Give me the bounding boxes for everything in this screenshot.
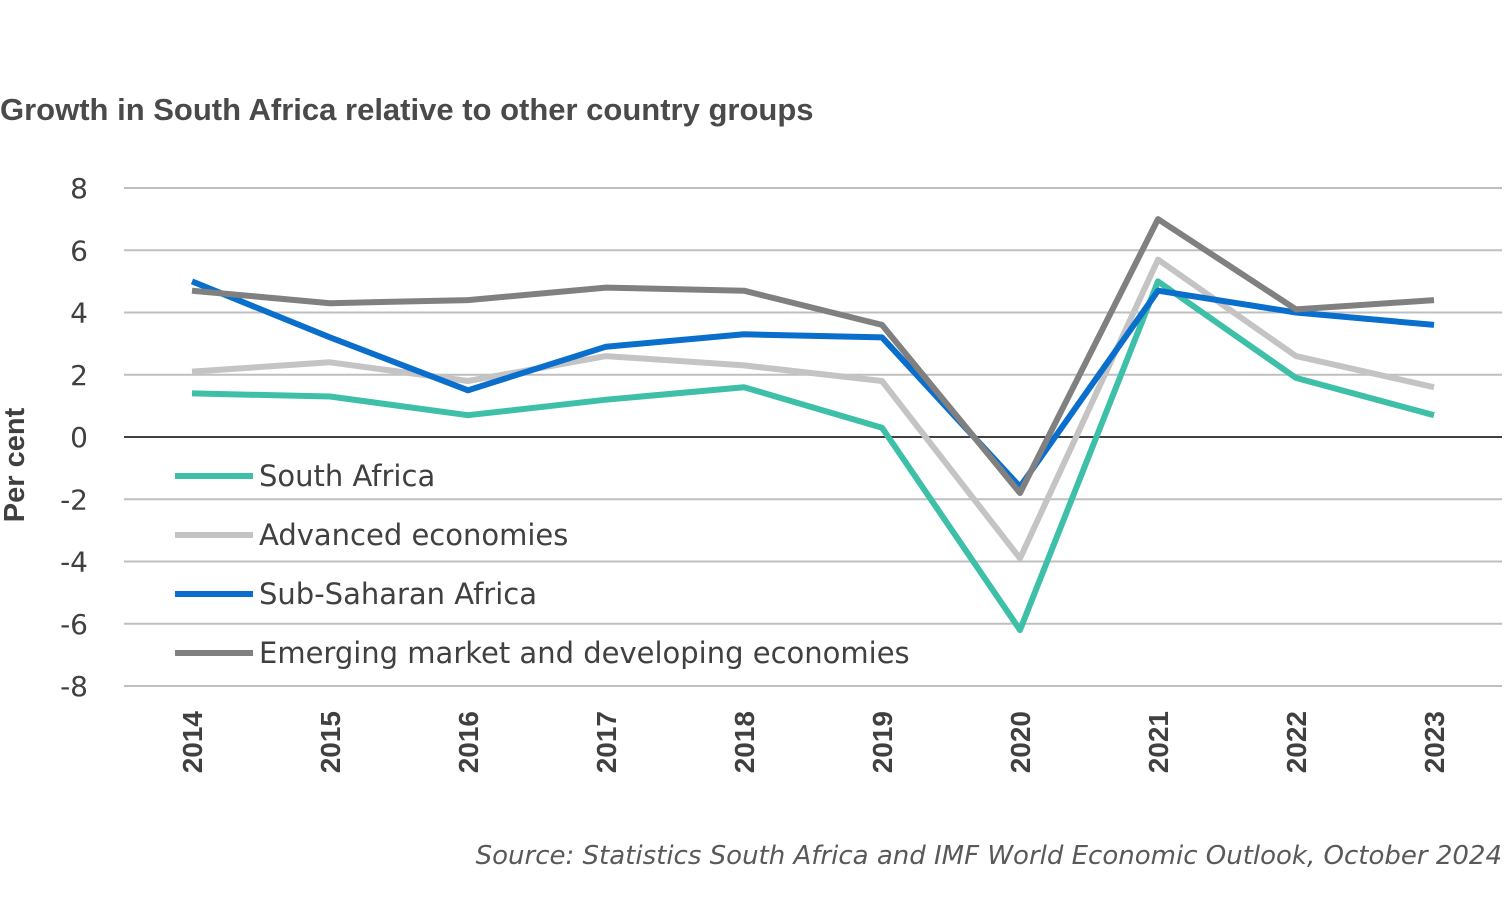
y-tick-label: 4 <box>70 297 88 330</box>
x-tick-label: 2014 <box>177 711 208 774</box>
legend-label: South Africa <box>259 459 435 493</box>
series-line-advanced-economies <box>191 256 1435 562</box>
series-line-emerging-market-and-developing-economies <box>191 216 1435 496</box>
y-tick-label: 8 <box>70 172 88 205</box>
y-axis-label: Per cent <box>0 407 31 522</box>
chart-title: Growth in South Africa relative to other… <box>0 92 814 127</box>
source-note: Source: Statistics South Africa and IMF … <box>476 841 1502 871</box>
y-tick-label: 2 <box>70 359 88 392</box>
legend: South Africa Advanced economies Sub-Sahara… <box>175 459 910 670</box>
legend-label: Emerging market and developing economies <box>259 636 910 670</box>
y-axis-ticks: 8 6 4 2 0 -2 -4 -6 -8 <box>60 172 88 703</box>
legend-label: Sub-Saharan Africa <box>259 577 537 611</box>
series-lines <box>190 216 1435 633</box>
x-tick-label: 2021 <box>1143 711 1174 773</box>
x-tick-label: 2017 <box>591 711 622 773</box>
x-tick-label: 2015 <box>315 711 346 773</box>
y-tick-label: 0 <box>70 421 88 454</box>
y-tick-label: -8 <box>60 670 88 703</box>
legend-label: Advanced economies <box>259 518 568 552</box>
x-tick-label: 2019 <box>867 711 898 773</box>
x-tick-label: 2020 <box>1005 711 1036 773</box>
x-tick-label: 2016 <box>453 711 484 773</box>
series-line-sub-saharan-africa <box>190 278 1435 490</box>
x-tick-label: 2018 <box>729 711 760 773</box>
series-line-south-africa <box>191 278 1435 633</box>
y-tick-label: -6 <box>60 608 88 641</box>
x-tick-label: 2023 <box>1419 711 1450 773</box>
x-axis-ticks: 2014 2015 2016 2017 2018 2019 2020 2021 2022 2023 <box>177 711 1450 774</box>
x-tick-label: 2022 <box>1281 711 1312 773</box>
y-tick-label: 6 <box>70 234 88 267</box>
y-tick-label: -4 <box>60 546 88 579</box>
y-tick-label: -2 <box>60 483 88 516</box>
gridlines <box>124 187 1502 687</box>
